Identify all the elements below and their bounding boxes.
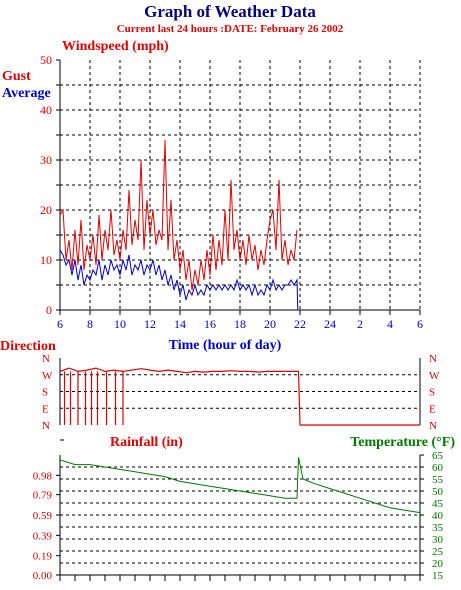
chart-title: Graph of Weather Data: [144, 2, 316, 21]
windspeed-axis-label: Windspeed (mph): [62, 39, 169, 54]
direction-left-tick-label: W: [42, 370, 53, 382]
rainfall-temperature-panel: Rainfall (in) Temperature (°F)15202530354…: [33, 435, 456, 582]
wind-xtick-label: 22: [294, 317, 306, 331]
wind-xtick-label: 18: [234, 317, 246, 331]
time-axis-label: Time (hour of day): [169, 338, 282, 353]
wind-xtick-label: 6: [57, 317, 63, 331]
wind-xtick-label: 20: [264, 317, 276, 331]
rainfall-tick-label: 0.39: [33, 530, 53, 542]
wind-ytick-label: 0: [46, 303, 52, 317]
chart-subtitle: Current last 24 hours :DATE: February 26…: [117, 23, 344, 35]
direction-axis-label: Direction: [0, 339, 56, 354]
wind-xtick-label: 24: [324, 317, 336, 331]
direction-left-tick-label: S: [42, 387, 48, 399]
wind-xtick-label: 2: [357, 317, 363, 331]
rainfall-tick-label: 0.59: [33, 510, 53, 522]
temperature-tick-label: 25: [432, 546, 444, 558]
direction-right-tick-label: E: [429, 403, 436, 415]
temperature-tick-label: 65: [432, 450, 444, 462]
direction-right-tick-label: N: [429, 420, 437, 432]
legend-gust: Gust: [2, 69, 31, 84]
direction-right-tick-label: S: [429, 387, 435, 399]
legend-average: Average: [2, 86, 51, 101]
direction-right-tick-label: N: [429, 353, 437, 365]
temperature-axis-label: Temperature (°F): [350, 435, 455, 450]
temperature-tick-label: 20: [432, 558, 444, 570]
temperature-tick-label: 50: [432, 486, 444, 498]
wind-xtick-label: 6: [417, 317, 423, 331]
wind-xtick-label: 16: [204, 317, 216, 331]
wind-ytick-label: 30: [40, 153, 52, 167]
wind-xtick-label: 10: [114, 317, 126, 331]
wind-xtick-label: 14: [174, 317, 186, 331]
series-gust: [59, 139, 298, 291]
rainfall-tick-label: 0.00: [33, 570, 53, 582]
temperature-tick-label: 40: [432, 510, 444, 522]
rainfall-tick-label: 0.98: [33, 470, 53, 482]
series-direction: [59, 367, 420, 426]
direction-right-tick-label: W: [429, 370, 440, 382]
rainfall-tick-label: 0.19: [33, 551, 53, 563]
direction-left-tick-label: E: [42, 403, 49, 415]
temperature-tick-label: 15: [432, 570, 444, 582]
series-temperature: [59, 457, 421, 514]
wind-xtick-label: 8: [87, 317, 93, 331]
temperature-tick-label: 35: [432, 522, 444, 534]
rainfall-axis-label: Rainfall (in): [110, 435, 183, 450]
direction-left-tick-label: N: [42, 420, 50, 432]
temperature-tick-label: 30: [432, 534, 444, 546]
windspeed-panel: Windspeed (mph) Gust Average 0 10 20 30 40 50 6 8 1…: [2, 39, 423, 353]
temperature-tick-label: 45: [432, 498, 444, 510]
wind-ytick-label: 40: [40, 103, 52, 117]
wind-ytick-label: 10: [40, 253, 52, 267]
rainfall-tick-label: 0.79: [33, 490, 53, 502]
direction-left-tick-label: N: [42, 353, 50, 365]
temperature-tick-label: 55: [432, 474, 444, 486]
wind-ytick-label: 20: [40, 203, 52, 217]
wind-xtick-label: 12: [144, 317, 156, 331]
wind-xtick-label: 4: [387, 317, 393, 331]
series-average: [59, 249, 299, 311]
temperature-tick-label: 60: [432, 462, 444, 474]
wind-ytick-label: 50: [40, 53, 52, 67]
